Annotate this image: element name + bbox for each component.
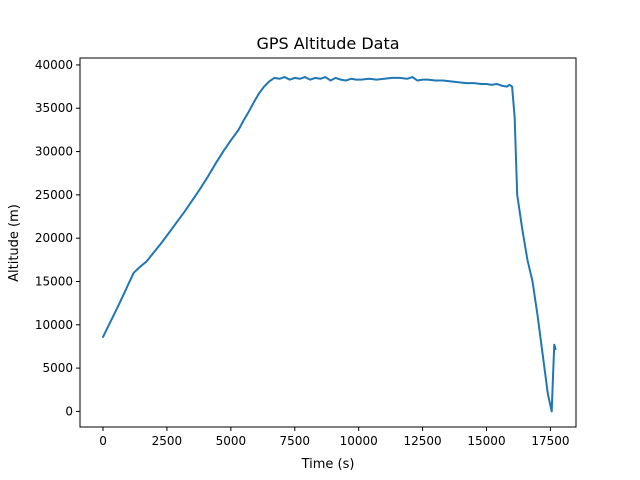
y-tick-label: 15000 (35, 274, 73, 288)
chart-title: GPS Altitude Data (256, 34, 399, 53)
altitude-series-line (102, 76, 557, 413)
x-tick-label: 15000 (467, 434, 505, 448)
x-tick-label: 0 (99, 434, 107, 448)
y-tick-label: 20000 (35, 231, 73, 245)
y-tick-label: 25000 (35, 188, 73, 202)
x-tick-label: 17500 (531, 434, 569, 448)
x-tick-label: 10000 (340, 434, 378, 448)
x-tick-label: 7500 (279, 434, 310, 448)
y-tick-label: 30000 (35, 145, 73, 159)
y-axis-label: Altitude (m) (7, 204, 22, 282)
y-tick-label: 5000 (42, 361, 73, 375)
x-tick-label: 2500 (152, 434, 183, 448)
axes-frame (79, 57, 577, 428)
y-tick-label: 10000 (35, 318, 73, 332)
plot-area (102, 76, 557, 413)
x-tick-label: 5000 (216, 434, 247, 448)
y-tick-label: 35000 (35, 101, 73, 115)
x-tick-label: 12500 (404, 434, 442, 448)
x-axis-label: Time (s) (301, 457, 355, 472)
y-tick-label: 40000 (35, 58, 73, 72)
y-tick-label: 0 (65, 404, 73, 418)
axes: 0 2500 5000 7500 10000 12500 15000 17500 0 5000 10… (35, 57, 577, 448)
